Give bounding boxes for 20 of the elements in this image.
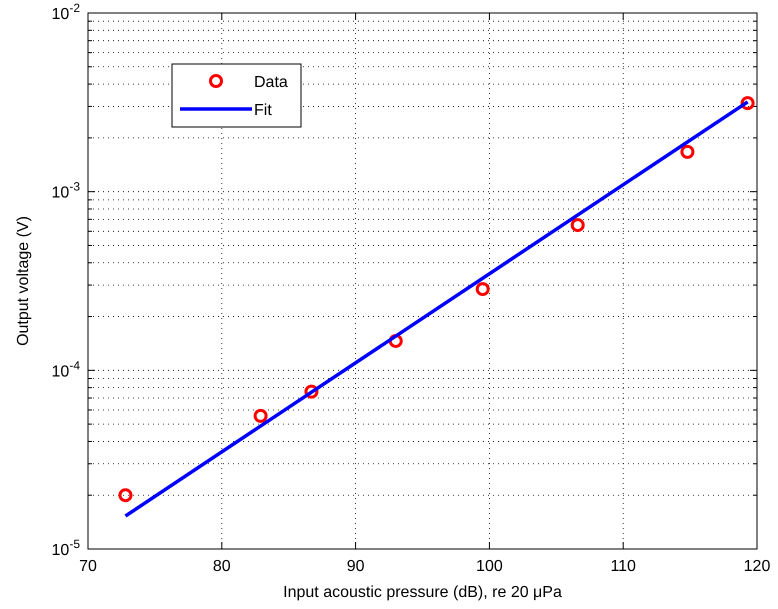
point bbox=[118, 488, 132, 502]
point bbox=[680, 144, 694, 159]
point bbox=[570, 218, 585, 232]
y-axis-title: Output voltage (V) bbox=[15, 216, 32, 346]
x-tick-label: 120 bbox=[744, 558, 770, 575]
x-axis-title: Input acoustic pressure (dB), re 20 μPa bbox=[283, 584, 562, 601]
x-tick-label: 100 bbox=[476, 558, 503, 575]
y-tick-label: 10$^{-2}$ bbox=[52, 1, 80, 23]
y-tick-label: 10$^{-4}$ bbox=[52, 358, 80, 380]
y-tick-label: 10$^{-3}$ bbox=[52, 180, 80, 202]
legend-label: Data bbox=[254, 74, 288, 91]
point bbox=[254, 408, 268, 423]
y-tick-label: 10$^{-5}$ bbox=[52, 537, 80, 559]
x-tick-label: 70 bbox=[79, 558, 97, 575]
point bbox=[476, 282, 490, 296]
point bbox=[740, 96, 755, 110]
x-tick-label: 80 bbox=[212, 558, 231, 575]
legend-label: Fit bbox=[254, 102, 272, 119]
x-tick-label: 110 bbox=[610, 558, 636, 575]
x-tick-label: 90 bbox=[346, 558, 365, 575]
